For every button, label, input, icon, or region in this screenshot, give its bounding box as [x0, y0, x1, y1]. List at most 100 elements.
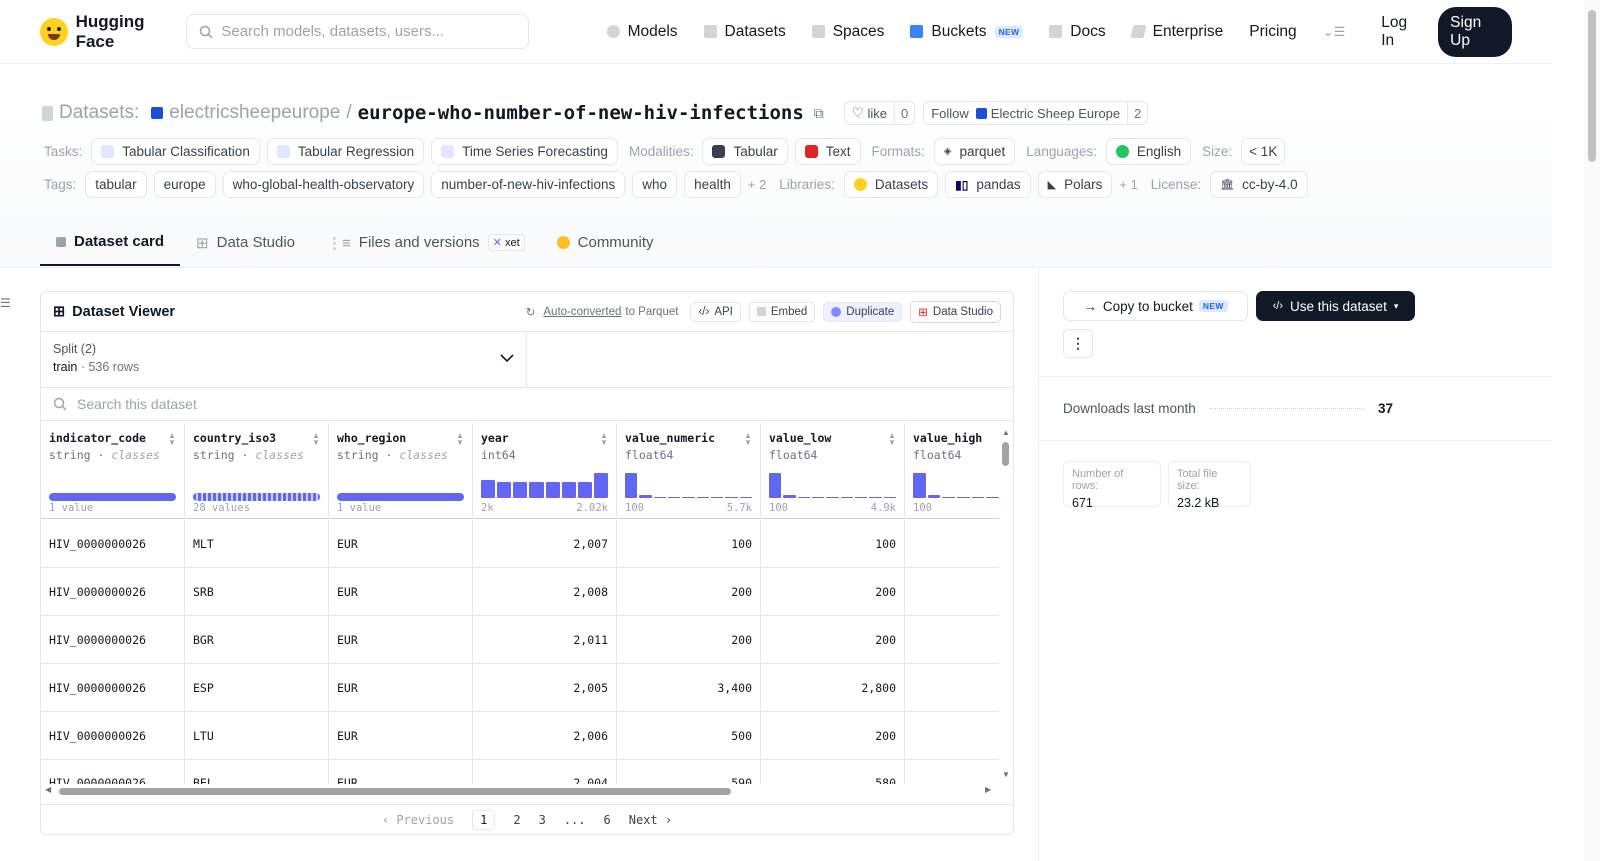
more-menu-icon[interactable]: ⌄☰ [1322, 23, 1346, 39]
histogram-bar[interactable] [561, 481, 576, 498]
scroll-up-arrow-icon[interactable]: ▲ [1002, 428, 1010, 437]
table-cell[interactable]: 590 [617, 760, 761, 784]
table-cell[interactable] [905, 616, 999, 664]
table-cell[interactable]: 200 [761, 568, 905, 616]
tab-files-and-versions[interactable]: ⋮≡ Files and versions ✕ xet [311, 222, 541, 266]
table-cell[interactable] [905, 520, 999, 568]
like-button[interactable]: ♡ like 0 [843, 101, 916, 125]
histogram-bar[interactable] [797, 496, 810, 498]
column-header-year[interactable]: year int64 ▲ ▼ 2k 2.02k [473, 423, 617, 519]
sort-icon[interactable]: ▲ ▼ [888, 431, 896, 447]
dataset-search-input[interactable]: Search this dataset [41, 388, 1013, 421]
table-cell[interactable]: EUR [329, 664, 473, 712]
table-cell[interactable]: 3,400 [617, 664, 761, 712]
repo-name-link[interactable]: europe-who-number-of-new-hiv-infections [357, 102, 804, 124]
sort-icon[interactable]: ▲ ▼ [168, 431, 176, 447]
histogram-bar[interactable] [682, 496, 695, 498]
page-button[interactable]: 1 [472, 809, 496, 830]
histogram-bar[interactable] [696, 496, 709, 498]
auto-converted-link[interactable]: Auto-converted [543, 305, 622, 318]
task-chip[interactable]: Tabular Regression [266, 138, 425, 165]
nav-spaces[interactable]: Spaces [811, 23, 884, 41]
table-cell[interactable]: 2,004 [473, 760, 617, 784]
tag-chip[interactable]: who-global-health-observatory [222, 171, 425, 198]
table-cell[interactable]: HIV_0000000026 [41, 760, 185, 784]
table-cell[interactable]: 500 [617, 712, 761, 760]
histogram-bar[interactable] [545, 481, 560, 498]
nav-docs[interactable]: Docs [1049, 23, 1106, 41]
nav-models[interactable]: Models [606, 23, 678, 41]
column-header-value-high[interactable]: value_high float64 100 [905, 423, 1000, 519]
more-tags-button[interactable]: + 2 [747, 177, 767, 192]
histogram-bar[interactable] [481, 479, 496, 498]
tab-community[interactable]: Community [541, 222, 670, 266]
modality-chip[interactable]: Text [794, 138, 861, 165]
page-button[interactable]: 2 [513, 812, 521, 827]
histogram-bar[interactable] [725, 496, 738, 498]
table-vertical-scrollbar-thumb[interactable] [1002, 442, 1009, 466]
tab-dataset-card[interactable]: Dataset card [40, 222, 181, 266]
tag-chip[interactable]: tabular [85, 171, 147, 198]
table-cell[interactable] [905, 568, 999, 616]
histogram-bar[interactable] [625, 473, 638, 498]
histogram-bar[interactable] [854, 496, 868, 498]
scroll-left-arrow-icon[interactable]: ◀ [45, 785, 52, 794]
page-scrollbar-thumb[interactable] [1588, 10, 1596, 162]
table-row[interactable]: HIV_0000000026 MLT EUR 2,007 100 100 [41, 520, 999, 568]
next-page-button[interactable]: Next › [628, 812, 673, 827]
table-horizontal-scrollbar[interactable]: ◀ ▶ [41, 785, 999, 797]
histogram-bar[interactable] [497, 481, 512, 498]
table-cell[interactable]: 2,800 [761, 664, 905, 712]
scroll-right-arrow-icon[interactable]: ▶ [985, 785, 992, 794]
table-cell[interactable]: ESP [185, 664, 329, 712]
global-search-input[interactable]: Search models, datasets, users... [186, 14, 529, 49]
table-cell[interactable] [905, 664, 999, 712]
histogram-bar[interactable] [667, 496, 681, 498]
column-header-country-iso3[interactable]: country_iso3 string · classes ▲ ▼ 28 valu… [185, 423, 329, 519]
split-selector[interactable]: Split (2) train · 536 rows [41, 332, 527, 387]
table-row[interactable]: HIV_0000000026 LTU EUR 2,006 500 200 [41, 712, 999, 760]
table-horizontal-scrollbar-thumb[interactable] [59, 788, 731, 795]
column-header-value-numeric[interactable]: value_numeric float64 ▲ ▼ 100 5.7k [617, 423, 761, 519]
histogram-bar[interactable] [942, 496, 956, 498]
histogram-bar[interactable] [971, 496, 985, 498]
more-options-button[interactable]: ⋮ [1063, 329, 1093, 358]
table-cell[interactable]: 2,008 [473, 568, 617, 616]
task-chip[interactable]: Tabular Classification [91, 138, 260, 165]
histogram-bar[interactable] [869, 496, 882, 498]
tag-chip[interactable]: number-of-new-hiv-infections [431, 171, 626, 198]
column-header-value-low[interactable]: value_low float64 ▲ ▼ 100 4.9k [761, 423, 905, 519]
histogram-bar[interactable] [513, 481, 528, 498]
repo-type-label[interactable]: Datasets: [59, 102, 140, 123]
library-chip[interactable]: Datasets [843, 171, 939, 198]
copy-to-bucket-button[interactable]: → Copy to bucket NEW [1063, 291, 1248, 321]
task-chip[interactable]: Time Series Forecasting [431, 138, 618, 165]
histogram-bar[interactable] [840, 496, 853, 498]
repo-owner-link[interactable]: electricsheepeurope [169, 102, 341, 123]
table-cell[interactable]: BEL [185, 760, 329, 784]
follow-button[interactable]: Follow Electric Sheep Europe 2 [923, 101, 1149, 125]
scroll-down-arrow-icon[interactable]: ▼ [1002, 770, 1010, 779]
table-cell[interactable]: HIV_0000000026 [41, 568, 185, 616]
histogram-bar[interactable] [811, 496, 825, 498]
nav-pricing[interactable]: Pricing [1249, 23, 1296, 41]
table-cell[interactable]: 200 [761, 712, 905, 760]
histogram-bar[interactable] [883, 496, 896, 498]
modality-chip[interactable]: Tabular [702, 138, 788, 165]
histogram-bar[interactable] [577, 481, 592, 498]
table-cell[interactable]: 2,006 [473, 712, 617, 760]
table-row[interactable]: HIV_0000000026 SRB EUR 2,008 200 200 [41, 568, 999, 616]
use-this-dataset-button[interactable]: ‹/› Use this dataset ▾ [1256, 291, 1415, 321]
table-cell[interactable]: LTU [185, 712, 329, 760]
table-cell[interactable]: EUR [329, 568, 473, 616]
license-chip[interactable]: 🏛 cc-by-4.0 [1210, 171, 1308, 198]
previous-page-button[interactable]: ‹ Previous [381, 812, 455, 827]
table-cell[interactable]: 100 [761, 520, 905, 568]
sort-icon[interactable]: ▲ ▼ [600, 431, 608, 447]
table-cell[interactable]: BGR [185, 616, 329, 664]
nav-datasets[interactable]: Datasets [703, 23, 786, 41]
table-row[interactable]: HIV_0000000026 BEL EUR 2,004 590 580 [41, 760, 999, 784]
table-cell[interactable]: HIV_0000000026 [41, 616, 185, 664]
histogram-bar[interactable] [639, 494, 652, 498]
table-cell[interactable]: 200 [617, 616, 761, 664]
